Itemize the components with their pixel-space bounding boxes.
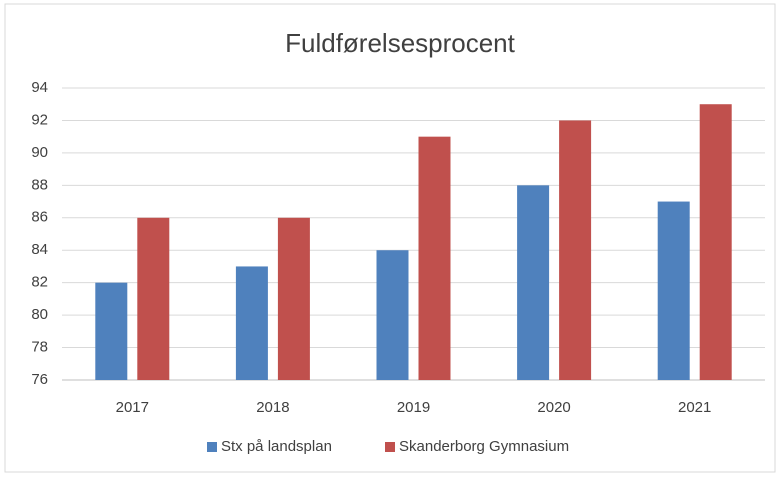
legend-swatch xyxy=(207,442,217,452)
legend-swatch xyxy=(385,442,395,452)
bar xyxy=(137,217,170,380)
x-tick-label: 2021 xyxy=(678,399,711,416)
x-tick-label: 2020 xyxy=(537,399,570,416)
bar xyxy=(418,136,451,380)
bar xyxy=(699,104,732,380)
bar xyxy=(95,282,128,380)
chart-title: Fuldførelsesprocent xyxy=(285,28,516,58)
x-tick-label: 2017 xyxy=(116,399,149,416)
bar xyxy=(376,250,409,380)
legend-label: Skanderborg Gymnasium xyxy=(399,438,569,455)
x-tick-label: 2019 xyxy=(397,399,430,416)
y-tick-label: 78 xyxy=(31,339,48,356)
y-tick-label: 86 xyxy=(31,209,48,226)
legend-label: Stx på landsplan xyxy=(221,438,332,455)
bar xyxy=(517,185,550,380)
y-tick-label: 80 xyxy=(31,306,48,323)
bar xyxy=(559,120,592,380)
y-tick-label: 84 xyxy=(31,241,48,258)
y-tick-label: 90 xyxy=(31,144,48,161)
bar xyxy=(235,266,268,380)
y-tick-label: 94 xyxy=(31,79,48,96)
x-tick-label: 2018 xyxy=(256,399,289,416)
y-tick-label: 82 xyxy=(31,274,48,291)
y-tick-label: 92 xyxy=(31,111,48,128)
bar xyxy=(657,201,690,380)
y-tick-label: 88 xyxy=(31,176,48,193)
bar xyxy=(277,217,310,380)
y-tick-label: 76 xyxy=(31,371,48,388)
chart-frame xyxy=(4,3,776,473)
